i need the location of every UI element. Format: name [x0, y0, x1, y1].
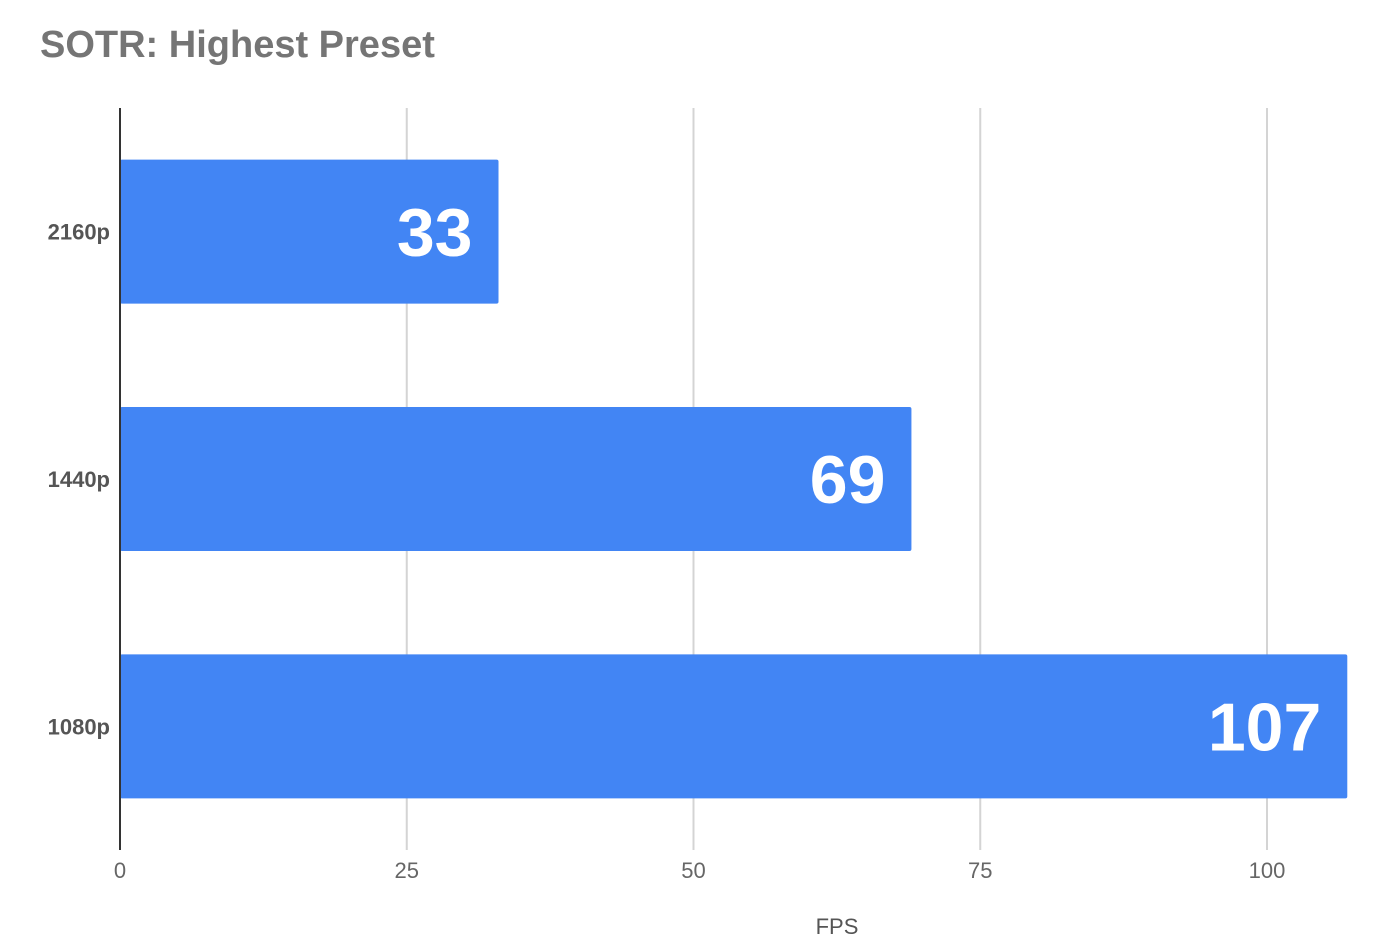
- x-tick-label: 50: [681, 858, 705, 883]
- bar-1080p: [120, 654, 1348, 799]
- bar-1440p: [120, 407, 912, 551]
- x-tick-label: 100: [1249, 858, 1286, 883]
- bars: [120, 159, 1348, 799]
- y-category-label: 1440p: [48, 467, 110, 492]
- bar-value-label: 107: [1208, 689, 1321, 765]
- x-tick-label: 0: [114, 858, 126, 883]
- chart-title: SOTR: Highest Preset: [40, 24, 435, 66]
- bar-2160p: [120, 159, 499, 304]
- bar-value-label: 69: [810, 442, 886, 518]
- y-category-label: 1080p: [48, 714, 110, 739]
- x-tick-label: 25: [395, 858, 419, 883]
- x-tick-label: 75: [968, 858, 992, 883]
- x-axis-title: FPS: [816, 914, 859, 939]
- y-category-label: 2160p: [48, 220, 110, 245]
- bar-value-label: 33: [397, 195, 473, 271]
- labels: 0 25 50 75 100 2160p 33 1440p 69 1080p 107: [48, 195, 1322, 883]
